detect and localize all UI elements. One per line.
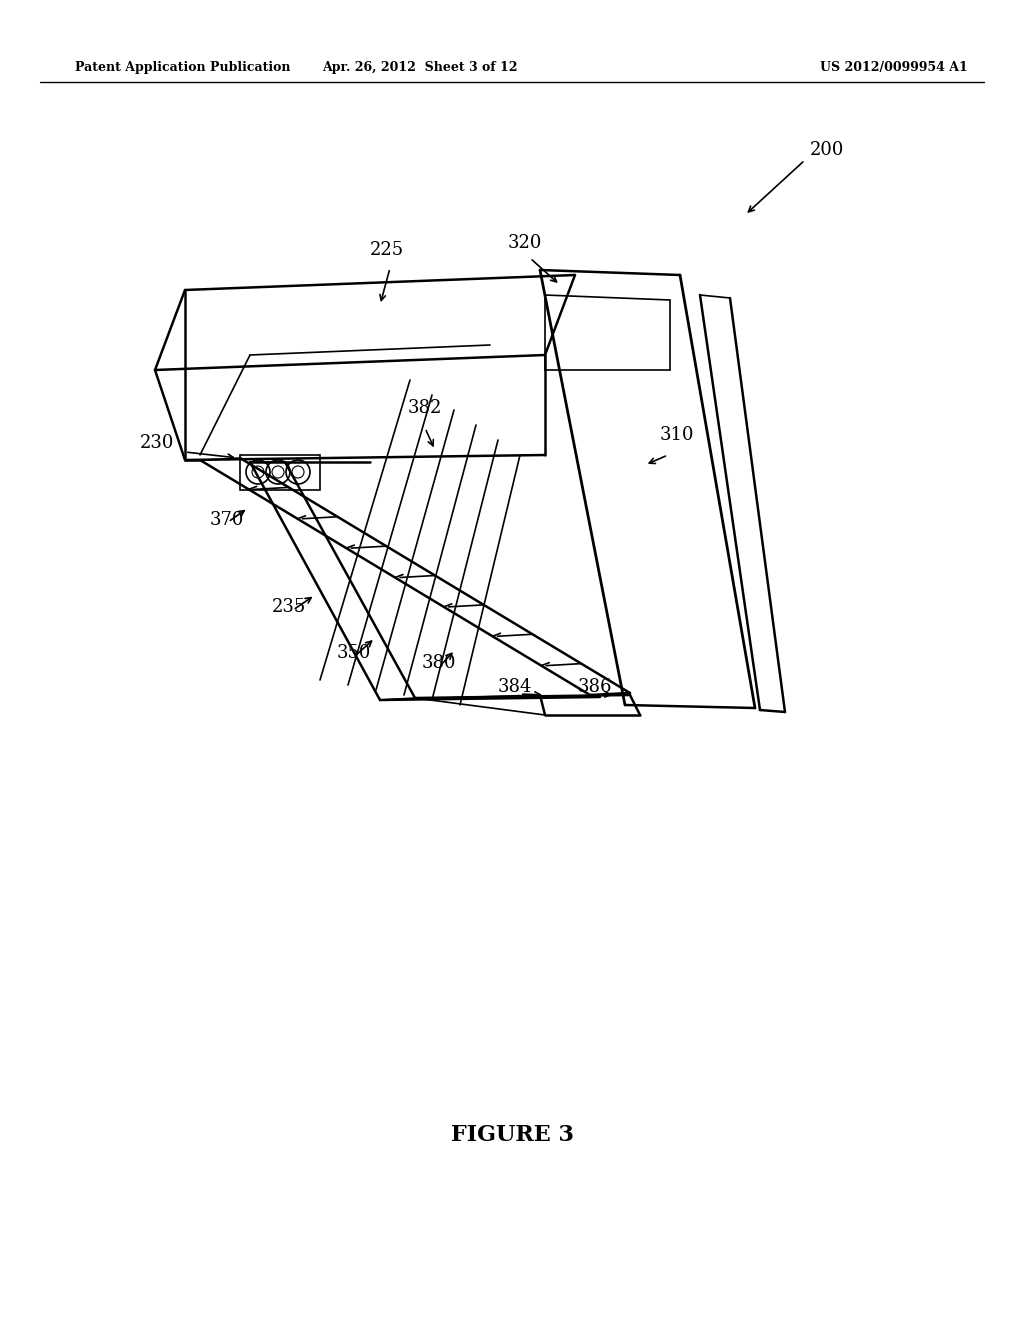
Text: 235: 235 [272,598,306,616]
Text: 310: 310 [660,426,694,444]
Text: 380: 380 [422,653,457,672]
Text: FIGURE 3: FIGURE 3 [451,1125,573,1146]
Text: 320: 320 [508,234,543,252]
Bar [240,455,319,490]
Text: Patent Application Publication: Patent Application Publication [75,62,291,74]
Text: 200: 200 [810,141,845,158]
Text: 350: 350 [337,644,372,663]
Text: Apr. 26, 2012  Sheet 3 of 12: Apr. 26, 2012 Sheet 3 of 12 [323,62,518,74]
Text: US 2012/0099954 A1: US 2012/0099954 A1 [820,62,968,74]
Text: 386: 386 [578,678,612,696]
Text: 370: 370 [210,511,245,529]
Text: 382: 382 [408,399,442,417]
Text: 230: 230 [140,434,174,451]
Text: 225: 225 [370,242,404,259]
Text: 384: 384 [498,678,532,696]
